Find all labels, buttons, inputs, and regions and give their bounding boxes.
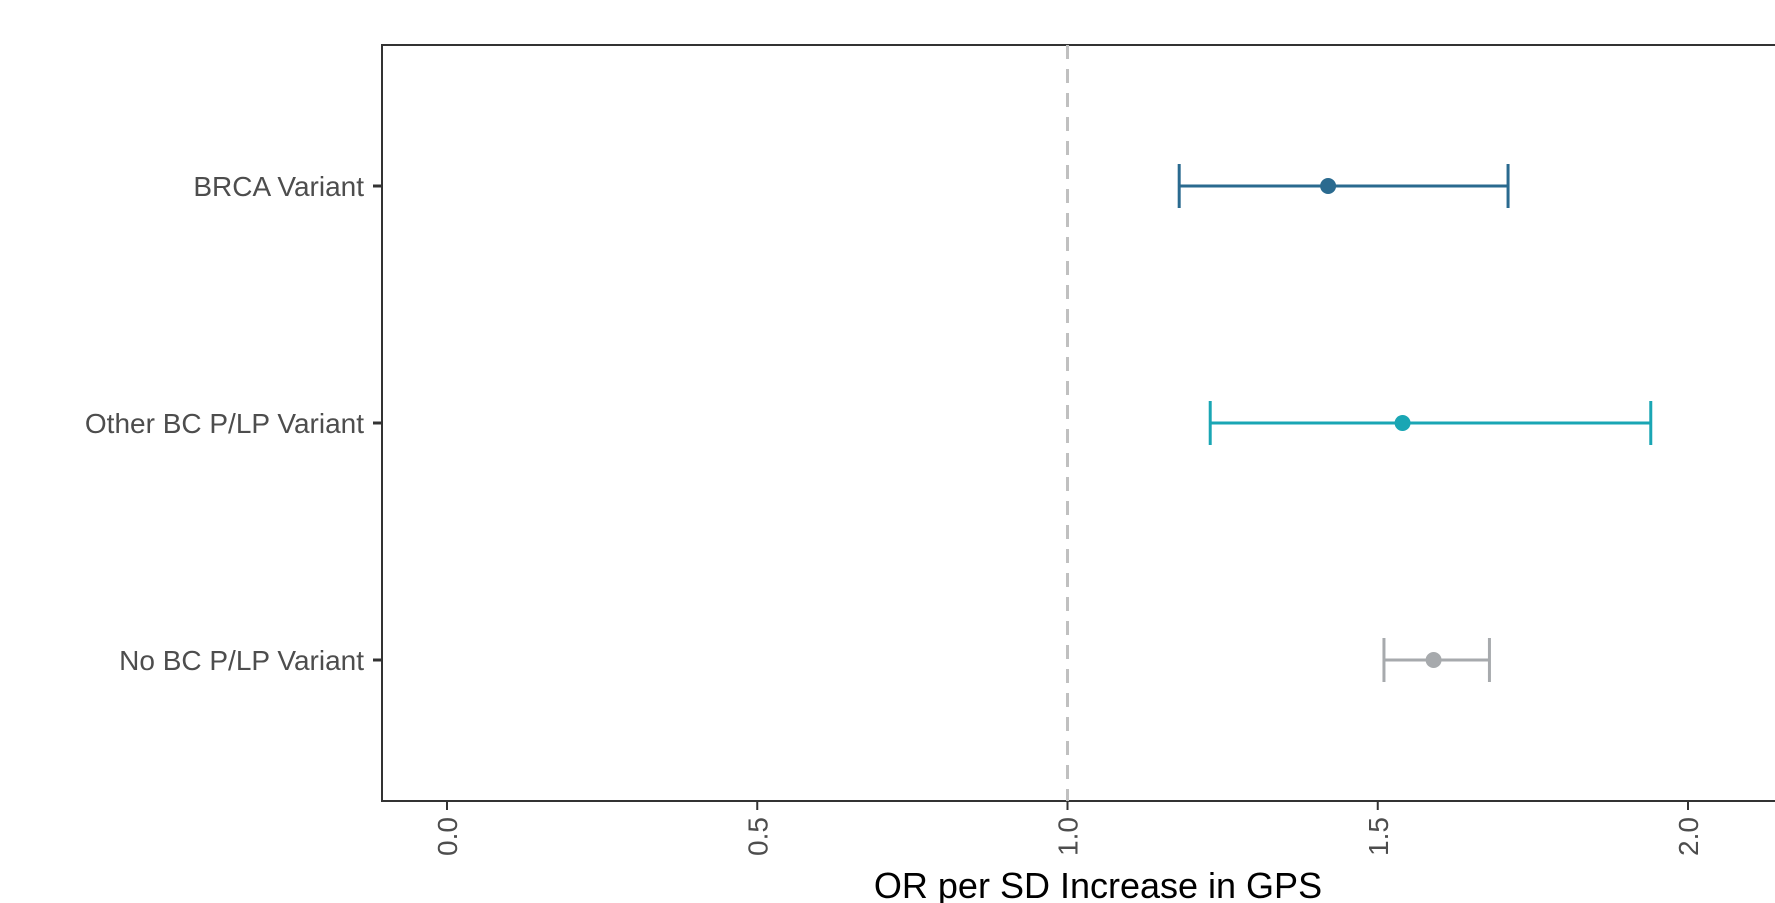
y-tick-label: Other BC P/LP Variant xyxy=(85,408,364,439)
point-estimate xyxy=(1394,415,1411,431)
x-axis-title: OR per SD Increase in GPS xyxy=(874,865,1322,903)
x-tick-label: 1.5 xyxy=(1363,817,1394,856)
estimate-row xyxy=(1208,401,1653,445)
x-tick-label: 0.5 xyxy=(742,817,773,856)
estimate-row xyxy=(1177,164,1510,208)
y-tick-label: No BC P/LP Variant xyxy=(119,645,364,676)
x-axis: 0.0 0.5 1.0 1.5 2.0 xyxy=(432,801,1704,856)
point-estimate xyxy=(1320,178,1337,194)
x-tick-label: 0.0 xyxy=(432,817,463,856)
point-estimate xyxy=(1425,652,1442,668)
chart-marks xyxy=(1177,164,1653,682)
estimate-row xyxy=(1382,638,1491,682)
x-tick-label: 1.0 xyxy=(1053,817,1084,856)
x-tick-label: 2.0 xyxy=(1673,817,1704,856)
y-tick-label: BRCA Variant xyxy=(193,171,364,202)
y-axis: BRCA Variant Other BC P/LP Variant No BC P… xyxy=(85,171,382,676)
